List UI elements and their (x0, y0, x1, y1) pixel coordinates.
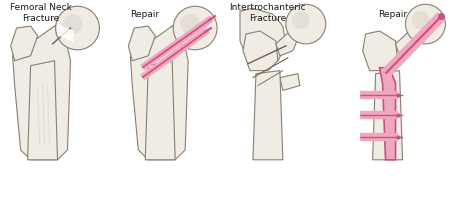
Circle shape (173, 6, 217, 50)
Polygon shape (11, 26, 37, 61)
Polygon shape (380, 68, 395, 160)
Polygon shape (243, 31, 278, 71)
Text: Repair: Repair (378, 10, 408, 19)
Text: Intertrochanteric
Fracture: Intertrochanteric Fracture (229, 3, 306, 23)
Polygon shape (395, 31, 419, 56)
Polygon shape (253, 71, 283, 160)
Circle shape (286, 4, 326, 44)
Circle shape (292, 11, 310, 29)
Polygon shape (55, 21, 71, 34)
Circle shape (405, 4, 446, 44)
Polygon shape (13, 26, 71, 160)
Circle shape (55, 6, 100, 50)
Polygon shape (373, 71, 402, 160)
Polygon shape (363, 31, 398, 71)
Text: Repair: Repair (130, 10, 159, 19)
Polygon shape (172, 21, 188, 34)
Text: Femoral Neck
Fracture: Femoral Neck Fracture (10, 3, 72, 23)
Polygon shape (276, 31, 300, 56)
Polygon shape (128, 26, 155, 61)
Polygon shape (280, 74, 300, 91)
Circle shape (411, 11, 429, 29)
Circle shape (63, 14, 82, 34)
Polygon shape (145, 61, 175, 160)
Polygon shape (240, 8, 286, 66)
Polygon shape (130, 26, 188, 160)
Polygon shape (27, 61, 57, 160)
Circle shape (180, 14, 200, 34)
